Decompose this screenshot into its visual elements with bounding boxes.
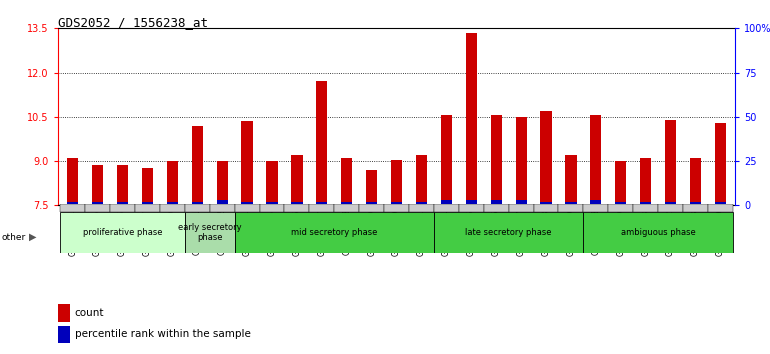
Bar	[291, 202, 303, 205]
Bar	[541, 111, 551, 205]
Bar	[434, 212, 584, 253]
Bar	[509, 204, 534, 212]
Bar	[160, 204, 185, 212]
Bar	[334, 204, 359, 212]
Bar	[235, 212, 434, 253]
Bar	[708, 204, 733, 212]
Bar	[440, 200, 452, 205]
Bar	[92, 166, 103, 205]
Bar	[359, 204, 384, 212]
Bar	[409, 204, 434, 212]
Bar	[440, 115, 452, 205]
Bar	[310, 204, 334, 212]
Bar	[209, 204, 235, 212]
Bar	[67, 202, 79, 205]
Text: mid secretory phase: mid secretory phase	[291, 228, 377, 237]
Bar	[434, 204, 459, 212]
Bar	[466, 33, 477, 205]
Text: count: count	[75, 308, 104, 318]
Bar	[185, 212, 235, 253]
Bar	[490, 200, 502, 205]
Bar	[591, 115, 601, 205]
Text: proliferative phase: proliferative phase	[82, 228, 162, 237]
Bar	[683, 204, 708, 212]
Bar	[490, 115, 502, 205]
Text: percentile rank within the sample: percentile rank within the sample	[75, 330, 250, 339]
Bar	[391, 202, 402, 205]
Bar	[85, 204, 110, 212]
Text: other: other	[2, 233, 25, 242]
Bar	[167, 161, 178, 205]
Bar	[384, 204, 409, 212]
Bar	[216, 200, 228, 205]
Bar	[67, 158, 79, 205]
Bar	[316, 81, 327, 205]
Bar	[615, 202, 626, 205]
Bar	[291, 155, 303, 205]
Bar	[534, 204, 558, 212]
Bar	[58, 304, 70, 321]
Bar	[341, 158, 353, 205]
Bar	[316, 202, 327, 205]
Text: GDS2052 / 1556238_at: GDS2052 / 1556238_at	[58, 16, 208, 29]
Bar	[608, 204, 633, 212]
Bar	[142, 202, 153, 205]
Bar	[216, 161, 228, 205]
Bar	[715, 123, 726, 205]
Bar	[142, 169, 153, 205]
Bar	[192, 126, 203, 205]
Bar	[366, 202, 377, 205]
Bar	[658, 204, 683, 212]
Bar	[466, 200, 477, 205]
Text: ▶: ▶	[29, 232, 37, 242]
Bar	[515, 117, 527, 205]
Bar	[235, 204, 259, 212]
Bar	[266, 202, 278, 205]
Bar	[640, 158, 651, 205]
Bar	[242, 121, 253, 205]
Bar	[58, 326, 70, 343]
Bar	[584, 204, 608, 212]
Bar	[117, 202, 128, 205]
Bar	[690, 202, 701, 205]
Bar	[459, 204, 484, 212]
Bar	[565, 155, 577, 205]
Bar	[665, 202, 676, 205]
Bar	[591, 200, 601, 205]
Bar	[341, 202, 353, 205]
Bar	[117, 166, 128, 205]
Bar	[640, 202, 651, 205]
Bar	[484, 204, 509, 212]
Bar	[665, 120, 676, 205]
Bar	[110, 204, 135, 212]
Bar	[284, 204, 310, 212]
Bar	[185, 204, 209, 212]
Bar	[266, 161, 278, 205]
Bar	[391, 160, 402, 205]
Bar	[242, 202, 253, 205]
Bar	[715, 202, 726, 205]
Bar	[192, 202, 203, 205]
Bar	[565, 202, 577, 205]
Bar	[690, 158, 701, 205]
Bar	[416, 155, 427, 205]
Bar	[416, 202, 427, 205]
Bar	[541, 202, 551, 205]
Bar	[60, 204, 85, 212]
Bar	[366, 170, 377, 205]
Text: early secretory
phase: early secretory phase	[178, 223, 242, 242]
Text: late secretory phase: late secretory phase	[465, 228, 552, 237]
Bar	[515, 200, 527, 205]
Bar	[259, 204, 284, 212]
Bar	[633, 204, 658, 212]
Bar	[92, 202, 103, 205]
Bar	[584, 212, 733, 253]
Bar	[135, 204, 160, 212]
Bar	[167, 202, 178, 205]
Bar	[615, 161, 626, 205]
Bar	[60, 212, 185, 253]
Bar	[558, 204, 584, 212]
Text: ambiguous phase: ambiguous phase	[621, 228, 695, 237]
